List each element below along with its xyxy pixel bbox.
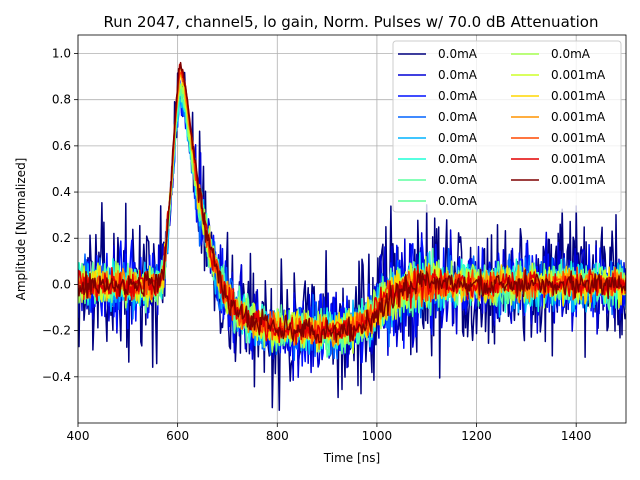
legend-label: 0.0mA (438, 173, 478, 187)
x-tick-label: 1200 (461, 429, 492, 443)
y-tick-label: 0.8 (52, 93, 71, 107)
legend-label: 0.0mA (551, 47, 591, 61)
legend-label: 0.0mA (438, 68, 478, 82)
legend: 0.0mA 0.0mA 0.0mA 0.0mA 0.0mA 0.0mA 0.0mA 0.0mA… (392, 40, 622, 213)
legend-label: 0.0mA (438, 47, 478, 61)
legend-label: 0.0mA (438, 194, 478, 208)
y-tick-label: 0.2 (52, 231, 71, 245)
x-tick-label: 1400 (561, 429, 592, 443)
y-axis-label: Amplitude [Normalized] (14, 158, 28, 301)
x-tick-label: 400 (67, 429, 90, 443)
legend-label: 0.0mA (438, 152, 478, 166)
legend-label: 0.0mA (438, 131, 478, 145)
y-axis: −0.4 −0.2 0.0 0.2 0.4 0.6 0.8 1.0 (42, 46, 78, 384)
legend-label: 0.001mA (551, 152, 606, 166)
legend-label: 0.001mA (551, 68, 606, 82)
x-axis-label: Time [ns] (323, 451, 380, 465)
series-line (78, 61, 626, 344)
y-tick-label: 1.0 (52, 46, 71, 60)
y-tick-label: 0.4 (52, 185, 71, 199)
y-tick-label: 0.0 (52, 277, 71, 291)
chart-title: Run 2047, channel5, lo gain, Norm. Pulse… (103, 13, 598, 31)
x-tick-label: 600 (166, 429, 189, 443)
x-tick-label: 1000 (362, 429, 393, 443)
y-tick-label: 0.6 (52, 139, 71, 153)
legend-label: 0.001mA (551, 110, 606, 124)
legend-box (392, 40, 622, 213)
legend-label: 0.0mA (438, 89, 478, 103)
y-tick-label: −0.4 (42, 370, 71, 384)
plot-frame (77, 34, 627, 424)
series-layer (78, 61, 626, 412)
legend-label: 0.001mA (551, 131, 606, 145)
x-axis: 400 600 800 1000 1200 1400 (67, 423, 592, 443)
y-tick-label: −0.2 (42, 324, 71, 338)
legend-label: 0.001mA (551, 173, 606, 187)
legend-label: 0.001mA (551, 89, 606, 103)
x-tick-label: 800 (266, 429, 289, 443)
legend-label: 0.0mA (438, 110, 478, 124)
